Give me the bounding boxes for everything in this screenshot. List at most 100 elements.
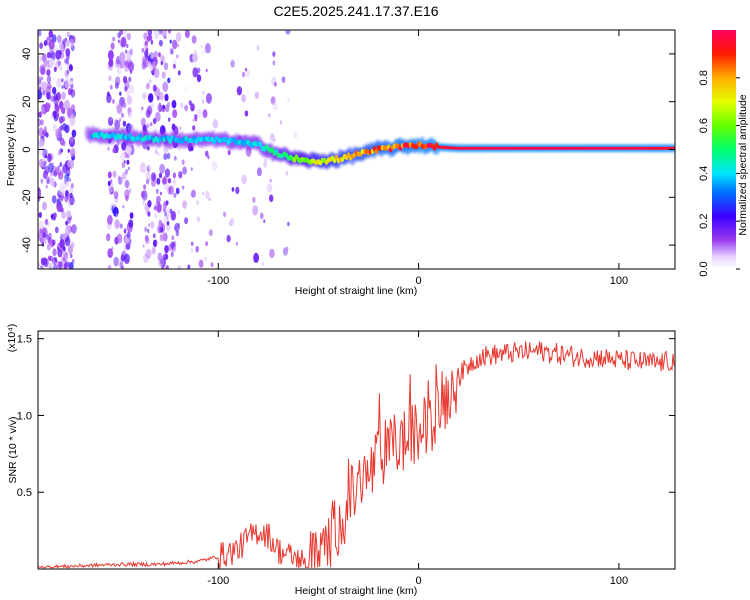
spectrogram-cell (171, 123, 176, 131)
spectrogram-cell (107, 248, 113, 259)
spectrogram-cell (160, 55, 165, 63)
spectrogram-cell (63, 262, 68, 269)
spectrogram-cell (147, 30, 153, 37)
spectrogram-cell (57, 60, 61, 67)
snr-panel: -100 0 100 0.5 1.0 1.5 Height of straight li… (6, 324, 676, 597)
snr-y-ticks: 0.5 1.0 1.5 (17, 334, 675, 499)
spectrogram-cell (70, 253, 73, 258)
spectrogram-cell (170, 241, 175, 250)
spectrogram-x-ticks: -100 0 100 (207, 30, 628, 287)
spectrogram-cell (172, 63, 176, 69)
spectrogram-cell (70, 80, 74, 85)
spectrogram-cell (58, 261, 63, 269)
spectrogram-cell (166, 221, 170, 226)
spectrogram-cell (227, 150, 231, 156)
spectrogram-cell (175, 187, 180, 195)
spectrogram-cell (124, 189, 130, 199)
spectrogram-cell (125, 49, 128, 54)
spectrogram-cell (202, 109, 208, 119)
spectrogram-cell (146, 82, 150, 90)
spectrogram-cell (210, 262, 214, 268)
spectrogram-cell (58, 42, 64, 51)
spectrogram-cell (153, 50, 158, 59)
spectrogram-cell (198, 259, 204, 268)
spectrogram-cell (141, 106, 144, 111)
spectrogram-cell (196, 74, 202, 83)
spectrogram-cell (140, 190, 146, 198)
spectrogram-cell (177, 70, 181, 76)
spectrogram-x-label: Height of straight line (km) (295, 285, 418, 297)
spectrogram-cell (49, 85, 52, 89)
spectrogram-cell (56, 34, 62, 44)
spectrogram-cell (148, 177, 151, 182)
spectrogram-cell (149, 79, 152, 84)
spectrogram-cell (141, 56, 147, 65)
spectrogram-cell (124, 86, 128, 92)
spectrogram-cell (121, 112, 124, 118)
spectrogram-cell (171, 100, 177, 109)
spectrogram-cell (112, 148, 116, 154)
spectrogram-cell (107, 264, 112, 269)
spectrogram-cell (65, 210, 72, 220)
spectrogram-cell (67, 148, 71, 153)
spectrogram-cell (156, 95, 160, 101)
spectrogram-cell (64, 236, 71, 247)
snr-x-tick-label: 100 (610, 575, 628, 587)
spectrogram-cell (48, 30, 53, 38)
spectrogram-cell (47, 154, 52, 163)
spectrogram-cell (166, 152, 171, 160)
spectrogram-noise-layer (38, 30, 298, 269)
spectrogram-x-tick-label: 100 (610, 275, 628, 287)
spectrogram-cell (45, 132, 49, 138)
spectrogram-cell (38, 79, 42, 88)
spectrogram-cell (59, 185, 66, 196)
spectrogram-cell (66, 155, 69, 159)
spectrogram-cell (123, 76, 128, 84)
spectrogram-cell (170, 251, 174, 257)
spectrogram-cell (70, 241, 75, 249)
spectrogram-cell (167, 101, 171, 107)
spectrogram-cell (231, 187, 235, 192)
spectrogram-cell (164, 182, 169, 191)
spectrogram-cell (38, 118, 42, 127)
spectrogram-cell (38, 147, 43, 156)
spectrogram-cell (56, 78, 62, 88)
spectrogram-cell (52, 256, 57, 266)
spectrogram-cell (38, 89, 43, 100)
spectrogram-cell (53, 66, 57, 73)
spectrogram-cell (123, 228, 127, 234)
spectrogram-cell (112, 36, 116, 42)
spectrogram-cell (252, 205, 259, 216)
spectrogram-cell (226, 234, 231, 243)
spectrogram-cell (150, 40, 154, 45)
spectrogram-cell (252, 197, 256, 203)
spectrogram-cell (202, 191, 205, 196)
spectrogram-cell (40, 178, 44, 184)
spectrogram-cell (169, 39, 172, 44)
spectrogram-cell (107, 146, 110, 151)
spectrogram-y-label: Frequency (Hz) (5, 114, 17, 186)
spectrogram-cell (168, 185, 172, 191)
spectrogram-cell (273, 138, 276, 142)
spectrogram-ridge-layer (84, 125, 675, 170)
spectrogram-cell (62, 257, 66, 262)
spectrogram-cell (143, 253, 149, 264)
spectrogram-cell (141, 47, 145, 53)
spectrogram-cell (44, 160, 47, 165)
spectrogram-cell (116, 104, 123, 114)
spectrogram-cell (56, 201, 62, 211)
spectrogram-cell (42, 131, 45, 135)
spectrogram-cell (117, 39, 120, 44)
spectrogram-cell (144, 226, 148, 232)
spectrogram-cell (121, 171, 127, 180)
spectrogram-cell (64, 69, 70, 78)
spectrogram-cell (192, 52, 198, 63)
spectrogram-cell (185, 86, 188, 90)
spectrogram-cell (52, 248, 57, 257)
spectrogram-cell (285, 171, 289, 176)
colorbar: 0.0 0.2 0.4 0.6 0.8 Normalized spectral ampl… (698, 30, 749, 277)
spectrogram-cell (48, 175, 51, 180)
spectrogram-cell (195, 246, 199, 253)
spectrogram-cell (212, 119, 219, 129)
spectrogram-cell (51, 239, 56, 246)
